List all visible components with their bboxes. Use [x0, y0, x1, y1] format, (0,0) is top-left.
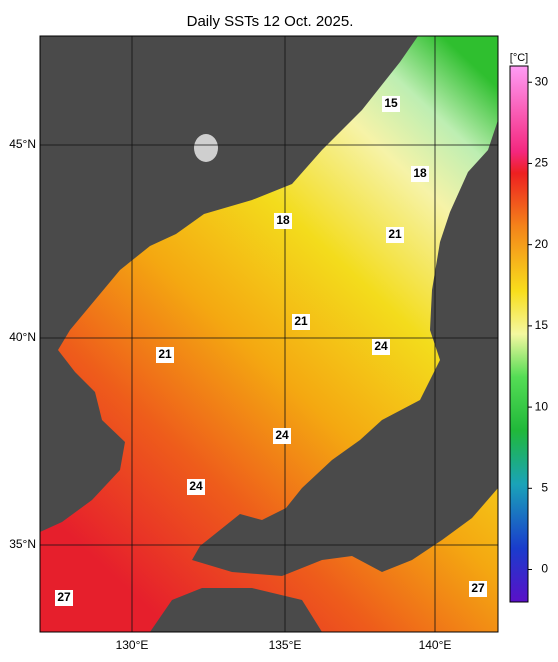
x-tick-label: 140°E: [419, 638, 452, 652]
colorbar-tick-label: 5: [541, 480, 548, 494]
colorbar-tick-label: 25: [535, 156, 549, 170]
contour-label-box: [386, 227, 404, 243]
contour-label: 24: [189, 479, 203, 493]
colorbar-unit: [°C]: [510, 52, 528, 64]
contour-label: 18: [276, 213, 290, 227]
land-southwest: [150, 588, 322, 632]
contour-label: 15: [384, 96, 398, 110]
land-japan: [192, 120, 498, 576]
contour-label-box: [156, 347, 174, 363]
colorbar-tick-label: 0: [541, 562, 548, 576]
x-tick-label: 130°E: [116, 638, 149, 652]
contour-label-box: [273, 428, 291, 444]
colorbar: [509, 65, 529, 603]
contour-label-box: [55, 590, 73, 606]
y-tick-label: 45°N: [9, 137, 36, 151]
y-axis: 45°N 40°N 35°N: [9, 137, 36, 551]
colorbar-tick-label: 20: [535, 237, 549, 251]
land-continent: [40, 36, 418, 532]
colorbar-tick-label: 10: [535, 399, 549, 413]
y-tick-label: 35°N: [9, 537, 36, 551]
lake: [194, 134, 218, 162]
contour-label-box: [274, 213, 292, 229]
colorbar-ticks: 0 5 10 15 20 25 30: [528, 74, 549, 576]
map-title: Daily SSTs 12 Oct. 2025.: [187, 13, 354, 30]
y-tick-label: 40°N: [9, 330, 36, 344]
contour-label: 24: [275, 428, 289, 442]
colorbar-tick-label: 30: [535, 74, 549, 88]
contour-labels: 15 18 18 21 21 21 24 24 24 27 27: [55, 96, 487, 606]
contour-label: 21: [158, 347, 172, 361]
contour-label-box: [382, 96, 400, 112]
contour-label: 18: [413, 166, 427, 180]
x-tick-label: 135°E: [269, 638, 302, 652]
contour-label-box: [469, 581, 487, 597]
contour-label: 21: [388, 227, 402, 241]
contour-label-box: [187, 479, 205, 495]
map-frame: [39, 35, 499, 633]
contour-label: 27: [471, 581, 485, 595]
x-axis: 130°E 135°E 140°E: [116, 638, 452, 652]
colorbar-tick-label: 15: [535, 318, 549, 332]
graticule: [40, 36, 498, 632]
contour-label: 21: [294, 314, 308, 328]
map-area: 15 18 18 21 21 21 24 24 24 27 27: [40, 36, 498, 632]
contour-label: 24: [374, 339, 388, 353]
contour-label: 27: [57, 590, 71, 604]
contour-label-box: [372, 339, 390, 355]
contour-label-box: [411, 166, 429, 182]
contour-label-box: [292, 314, 310, 330]
